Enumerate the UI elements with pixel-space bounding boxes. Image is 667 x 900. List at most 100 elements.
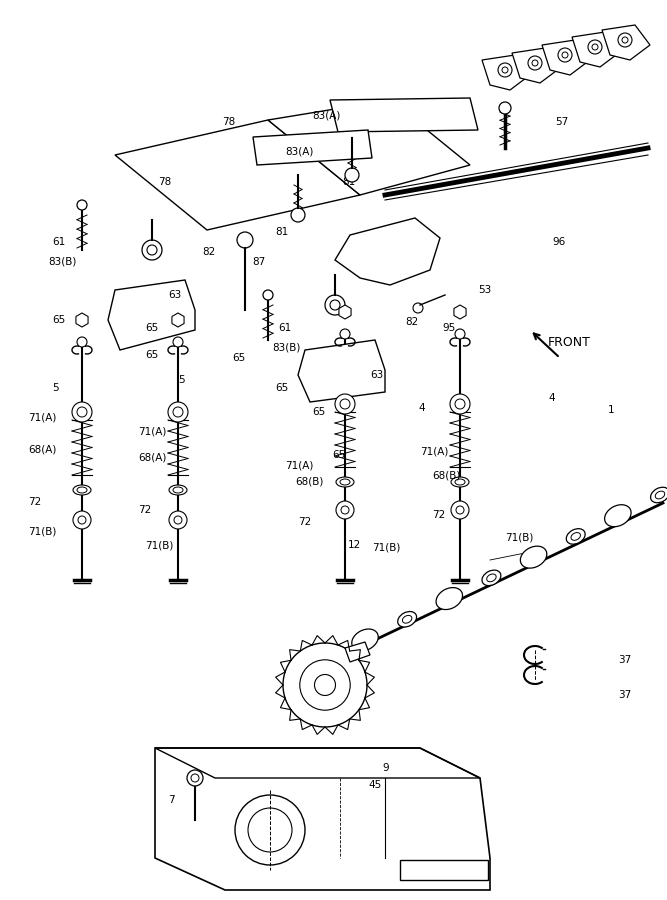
Text: 78: 78 [158, 177, 171, 187]
Circle shape [291, 208, 305, 222]
Circle shape [72, 402, 92, 422]
Ellipse shape [520, 546, 547, 568]
Circle shape [498, 63, 512, 77]
Polygon shape [115, 120, 360, 230]
Circle shape [528, 56, 542, 70]
Text: 65: 65 [312, 407, 325, 417]
Text: 68(B): 68(B) [432, 470, 460, 480]
Text: 4: 4 [418, 403, 425, 413]
Circle shape [499, 102, 511, 114]
Circle shape [142, 240, 162, 260]
Circle shape [283, 643, 367, 727]
Text: 83(A): 83(A) [285, 147, 313, 157]
Circle shape [315, 674, 336, 696]
Polygon shape [330, 98, 478, 132]
Circle shape [330, 300, 340, 310]
Text: 53: 53 [478, 285, 492, 295]
Text: 37: 37 [618, 690, 631, 700]
Text: 71(B): 71(B) [505, 533, 534, 543]
Ellipse shape [451, 477, 469, 487]
Circle shape [502, 67, 508, 73]
Ellipse shape [655, 491, 665, 499]
Circle shape [147, 245, 157, 255]
Ellipse shape [402, 616, 412, 623]
Ellipse shape [336, 477, 354, 487]
Polygon shape [76, 313, 88, 327]
Polygon shape [345, 642, 370, 662]
Circle shape [187, 770, 203, 786]
Circle shape [77, 337, 87, 347]
Text: 68(B): 68(B) [295, 477, 323, 487]
Circle shape [235, 795, 305, 865]
Circle shape [340, 399, 350, 409]
Circle shape [263, 290, 273, 300]
Circle shape [78, 516, 86, 524]
Circle shape [77, 200, 87, 210]
Text: 4: 4 [548, 393, 555, 403]
Ellipse shape [352, 629, 378, 651]
Text: 45: 45 [368, 780, 382, 790]
Text: 65: 65 [275, 383, 288, 393]
Polygon shape [339, 305, 351, 319]
Circle shape [237, 232, 253, 248]
Circle shape [341, 506, 349, 514]
Circle shape [588, 40, 602, 54]
Circle shape [336, 501, 354, 519]
Circle shape [169, 511, 187, 529]
Text: 61: 61 [52, 237, 65, 247]
Polygon shape [253, 130, 372, 165]
Ellipse shape [169, 485, 187, 495]
Text: FRONT: FRONT [548, 336, 591, 348]
Ellipse shape [571, 533, 580, 540]
Text: 5: 5 [52, 383, 59, 393]
Circle shape [340, 329, 350, 339]
Text: 72: 72 [138, 505, 151, 515]
Ellipse shape [340, 479, 350, 485]
Ellipse shape [487, 574, 496, 581]
Ellipse shape [482, 570, 501, 586]
Text: 71(B): 71(B) [372, 543, 400, 553]
Text: 1: 1 [608, 405, 614, 415]
Polygon shape [268, 100, 470, 195]
Circle shape [451, 501, 469, 519]
Circle shape [248, 808, 292, 852]
Text: 71(A): 71(A) [28, 413, 57, 423]
Text: 71(A): 71(A) [420, 447, 448, 457]
Polygon shape [602, 25, 650, 60]
Text: 71(A): 71(A) [138, 427, 166, 437]
Polygon shape [454, 305, 466, 319]
Circle shape [450, 394, 470, 414]
Text: 72: 72 [432, 510, 446, 520]
Polygon shape [172, 313, 184, 327]
Polygon shape [155, 748, 490, 890]
Text: O-11: O-11 [429, 863, 460, 877]
Circle shape [168, 402, 188, 422]
Text: 71(B): 71(B) [28, 527, 57, 537]
Circle shape [325, 295, 345, 315]
Text: 95: 95 [442, 323, 456, 333]
Circle shape [173, 407, 183, 417]
Text: 72: 72 [298, 517, 311, 527]
Ellipse shape [455, 479, 465, 485]
Circle shape [532, 60, 538, 66]
Text: 5: 5 [178, 375, 185, 385]
Text: 68(A): 68(A) [28, 445, 57, 455]
Circle shape [592, 44, 598, 50]
Circle shape [456, 506, 464, 514]
Text: 65: 65 [232, 353, 245, 363]
Text: 71(A): 71(A) [285, 460, 313, 470]
Circle shape [345, 168, 359, 182]
Ellipse shape [650, 487, 667, 503]
Circle shape [622, 37, 628, 43]
Text: 9: 9 [382, 763, 389, 773]
Circle shape [191, 774, 199, 782]
Polygon shape [335, 218, 440, 285]
Text: 71(B): 71(B) [145, 540, 173, 550]
Polygon shape [108, 280, 195, 350]
Ellipse shape [436, 588, 462, 609]
Circle shape [335, 394, 355, 414]
Text: 82: 82 [202, 247, 215, 257]
Text: 65: 65 [145, 323, 158, 333]
Text: 7: 7 [168, 795, 175, 805]
Polygon shape [512, 48, 560, 83]
